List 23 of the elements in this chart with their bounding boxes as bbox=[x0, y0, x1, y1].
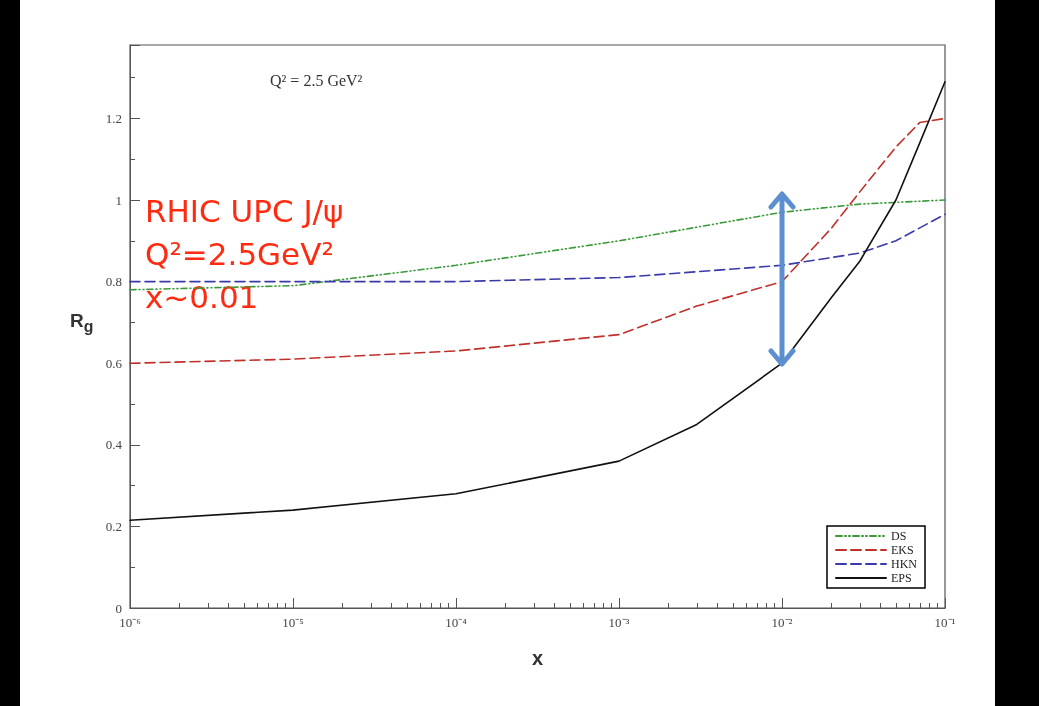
x-tick-label: 10⁻³ bbox=[608, 615, 630, 630]
y-tick-label: 0.2 bbox=[105, 518, 122, 534]
y-tick-label: 0.6 bbox=[105, 355, 123, 371]
legend-label: EPS bbox=[891, 571, 912, 585]
annotation: RHIC UPC J/ψ bbox=[145, 192, 344, 229]
x-axis-title: x bbox=[531, 647, 544, 669]
annotation: x~0.01 bbox=[145, 278, 259, 315]
x-tick-label: 10⁻¹ bbox=[934, 615, 956, 630]
y-tick-label: 0.8 bbox=[105, 274, 122, 290]
y-axis-title: R$_{g}$ bbox=[70, 310, 94, 336]
x-tick-label: 10⁻⁵ bbox=[282, 615, 304, 630]
y-tick-label: 0.4 bbox=[105, 437, 123, 453]
x-tick-label: 10⁻² bbox=[771, 615, 793, 630]
x-tick-label: 10⁻⁴ bbox=[445, 615, 468, 630]
annotation: Q² = 2.5 GeV² bbox=[270, 71, 363, 89]
y-tick-label: 1 bbox=[115, 192, 122, 208]
legend-label: DS bbox=[891, 529, 907, 543]
legend-label: EKS bbox=[891, 543, 914, 557]
legend-label: HKN bbox=[891, 557, 918, 571]
y-tick-label: 1.2 bbox=[105, 110, 122, 126]
y-tick-label: 0 bbox=[115, 600, 122, 616]
annotation: Q²=2.5GeV² bbox=[145, 235, 334, 272]
x-tick-label: 10⁻⁶ bbox=[119, 615, 141, 630]
